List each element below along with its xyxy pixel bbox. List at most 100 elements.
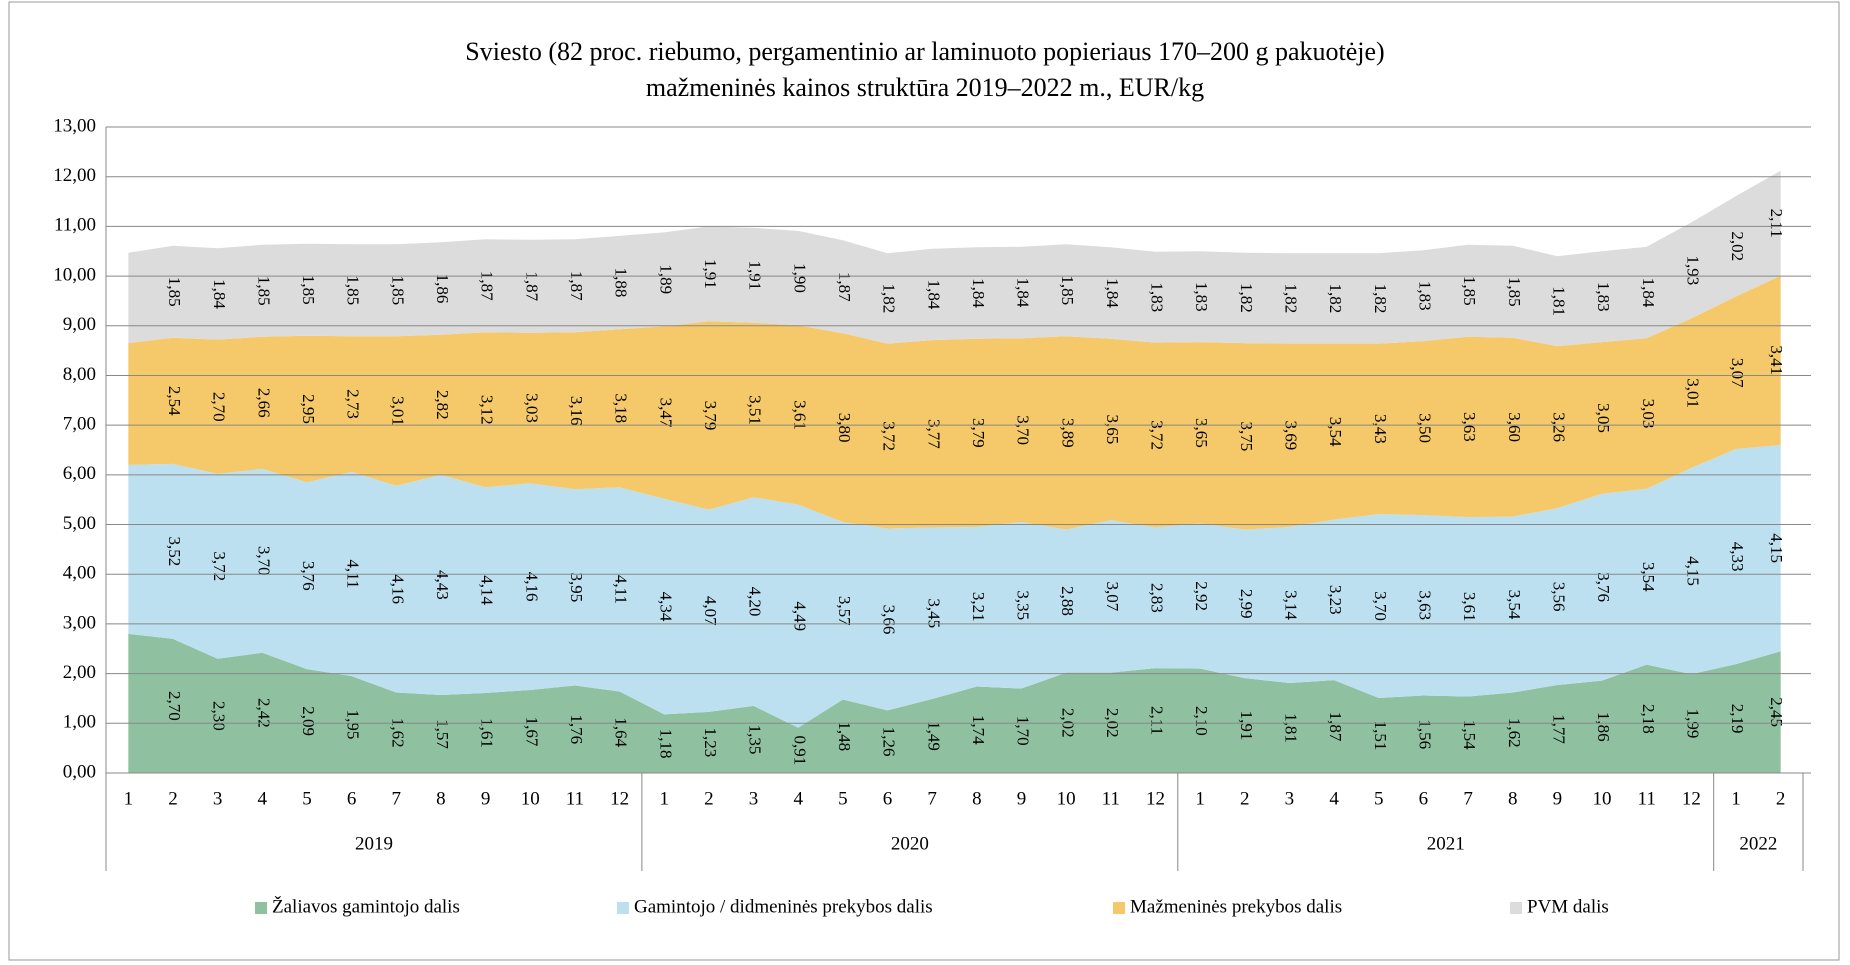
data-label: 1,85 [1460,276,1479,306]
data-label: 1,83 [1594,282,1613,312]
legend-swatch [1510,902,1522,914]
data-label: 3,72 [210,551,229,581]
data-label: 1,82 [1237,283,1256,313]
legend-label: Žaliavos gamintojo dalis [272,895,460,917]
data-label: 3,61 [1460,592,1479,622]
data-label: 3,57 [835,596,854,626]
data-label: 3,54 [1639,562,1658,592]
data-label: 1,62 [1505,718,1524,748]
area [128,275,1781,530]
chart-subtitle: mažmeninės kainos struktūra 2019–2022 m.… [646,73,1204,102]
data-label: 1,84 [1639,278,1658,308]
data-label: 2,88 [1058,586,1077,616]
data-label: 4,16 [522,572,541,602]
x-tick-label: 10 [521,788,540,809]
grid [106,126,1811,774]
data-label: 1,77 [1549,714,1568,744]
x-tick-label: 4 [793,788,803,809]
data-label: 1,95 [344,710,363,740]
legend-label: PVM dalis [1527,896,1609,917]
data-label: 1,87 [478,271,497,301]
x-tick-label: 9 [1553,788,1563,809]
data-label: 3,66 [880,605,899,635]
data-label: 1,91 [1237,711,1256,741]
data-label: 2,10 [1192,706,1211,736]
data-label: 4,14 [478,575,497,605]
data-label: 1,87 [522,271,541,301]
data-label: 1,83 [1192,282,1211,312]
y-tick-label: 0,00 [63,761,96,782]
y-tick-label: 6,00 [63,463,96,484]
data-label: 3,07 [1728,358,1747,388]
data-label: 1,67 [522,717,541,747]
y-tick-label: 1,00 [63,712,96,733]
data-label: 3,54 [1326,417,1345,447]
data-label: 1,83 [1416,281,1435,311]
data-label: 3,47 [656,398,675,428]
data-label: 1,87 [835,272,854,302]
data-label: 1,84 [924,280,943,310]
data-label: 3,35 [1014,590,1033,620]
data-label: 1,84 [210,279,229,309]
data-label: 2,82 [433,390,452,420]
data-label: 4,07 [701,596,720,626]
data-label: 3,14 [1282,590,1301,620]
x-tick-label: 6 [883,788,893,809]
data-label: 1,82 [880,284,899,314]
data-label: 3,70 [1014,415,1033,445]
x-tick-label: 5 [838,788,848,809]
data-label: 3,77 [924,419,943,449]
data-label: 2,19 [1728,704,1747,734]
x-tick-label: 7 [927,788,937,809]
data-label: 4,16 [388,574,407,604]
data-label: 1,82 [1282,284,1301,314]
data-label: 3,05 [1594,403,1613,433]
x-tick-label: 4 [258,788,268,809]
x-tick-label: 11 [1102,788,1120,809]
data-label: 1,89 [656,264,675,294]
y-tick-label: 11,00 [54,215,96,236]
x-tick-label: 12 [1682,788,1701,809]
data-label: 1,76 [567,714,586,744]
data-label: 3,16 [567,396,586,426]
data-label: 2,83 [1148,583,1167,613]
data-label: 3,56 [1549,582,1568,612]
data-label: 2,09 [299,706,318,736]
x-tick-label: 11 [566,788,584,809]
data-label: 2,45 [1767,697,1786,727]
data-label: 3,03 [1639,399,1658,429]
legend-swatch [617,902,629,914]
data-label: 1,87 [567,271,586,301]
data-label: 4,15 [1767,533,1786,563]
x-tick-label: 6 [1419,788,1429,809]
data-label: 1,85 [254,276,273,306]
x-tick-label: 8 [1508,788,1518,809]
data-label: 1,84 [1014,278,1033,308]
data-label: 3,61 [790,400,809,430]
x-group-label: 2022 [1739,833,1777,854]
data-label: 1,85 [388,275,407,305]
x-group-label: 2019 [355,833,393,854]
x-tick-label: 3 [749,788,759,809]
data-label: 3,63 [1460,412,1479,442]
data-label: 3,50 [1416,413,1435,443]
x-group-label: 2020 [891,833,929,854]
x-tick-label: 1 [1195,788,1205,809]
legend-label: Gamintojo / didmeninės prekybos dalis [634,896,933,917]
x-tick-label: 2 [1776,788,1786,809]
x-tick-label: 12 [610,788,629,809]
data-label: 4,11 [612,575,631,604]
data-label: 2,99 [1237,589,1256,619]
legend-swatch [255,902,267,914]
data-label: 1,48 [835,721,854,751]
data-label: 3,23 [1326,585,1345,615]
data-label: 3,63 [1416,590,1435,620]
x-tick-label: 1 [124,788,134,809]
data-label: 3,54 [1505,590,1524,620]
data-label: 2,54 [165,386,184,416]
y-tick-label: 7,00 [63,414,96,435]
x-tick-label: 12 [1146,788,1165,809]
data-label: 4,43 [433,570,452,600]
data-label: 1,82 [1326,284,1345,314]
